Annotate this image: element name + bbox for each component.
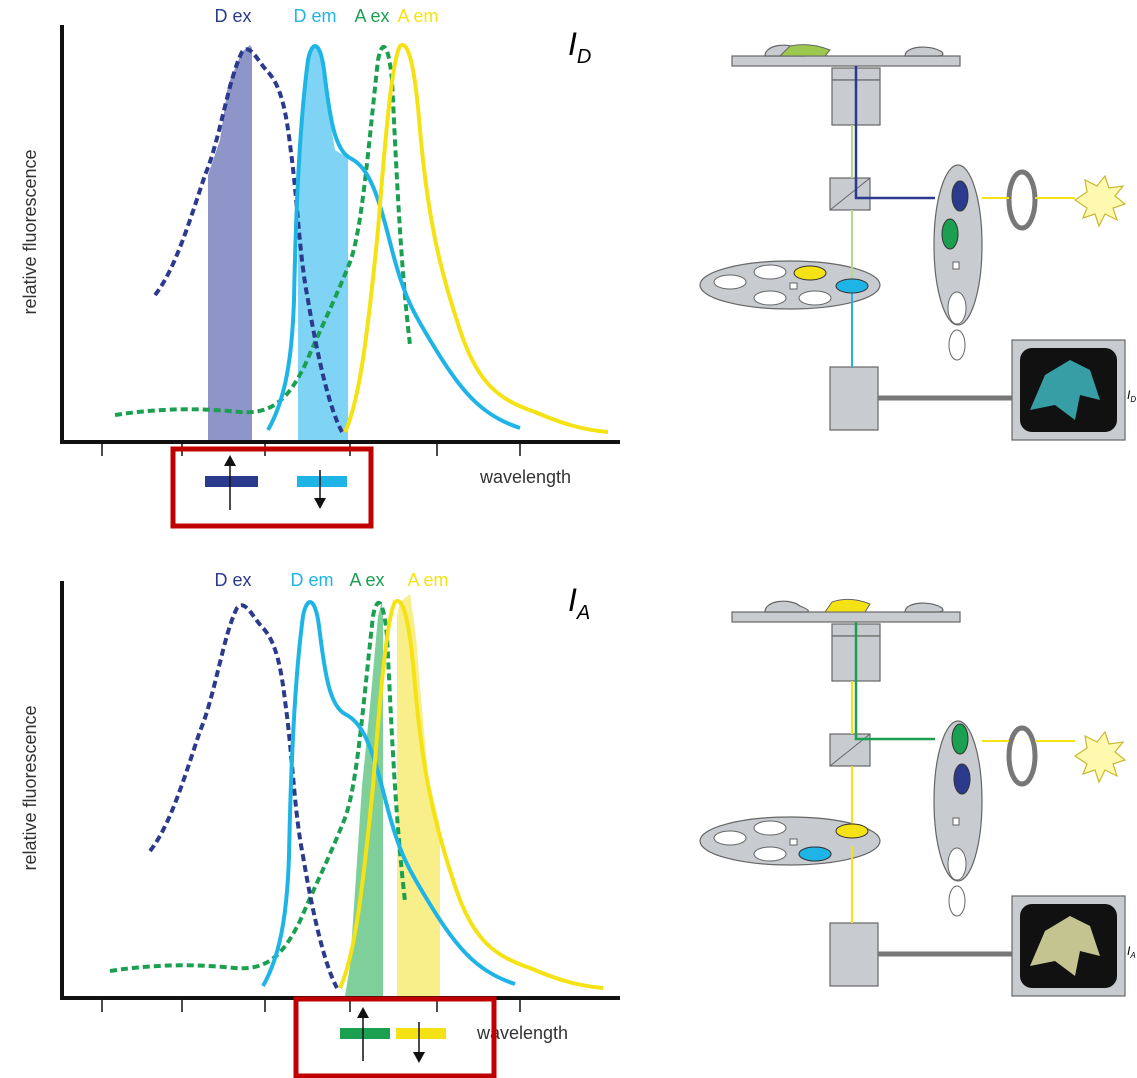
x-axis-label: wavelength (479, 467, 571, 487)
y-axis-label: relative fluorescence (20, 705, 40, 870)
text: D (577, 46, 591, 68)
panel-donor: D ex D em A ex A em ID relative fluoresc… (20, 6, 1136, 529)
x-axis-label: wavelength (476, 1023, 568, 1043)
label-dem: D em (293, 6, 336, 26)
spectra (113, 43, 610, 434)
image-label: ID (1127, 388, 1136, 404)
label-dex: D ex (214, 570, 251, 590)
label-dem: D em (290, 570, 333, 590)
label-aex: A ex (354, 6, 389, 26)
panel-acceptor: D ex D em A ex A em IA relative fluoresc… (20, 570, 1136, 1078)
text: I (568, 582, 577, 618)
label-aem: A em (397, 6, 438, 26)
label-dex: D ex (214, 6, 251, 26)
y-axis-label: relative fluorescence (20, 149, 40, 314)
text: A (1129, 951, 1135, 960)
text: I (1127, 944, 1131, 958)
panel-title: ID (568, 26, 591, 68)
text: D (1130, 395, 1136, 404)
text: I (1127, 388, 1131, 402)
panel-title: IA (568, 582, 590, 624)
text: I (568, 26, 577, 62)
text: A (576, 602, 590, 624)
image-label: IA (1127, 944, 1136, 960)
label-aem: A em (407, 570, 448, 590)
label-aex: A ex (349, 570, 384, 590)
